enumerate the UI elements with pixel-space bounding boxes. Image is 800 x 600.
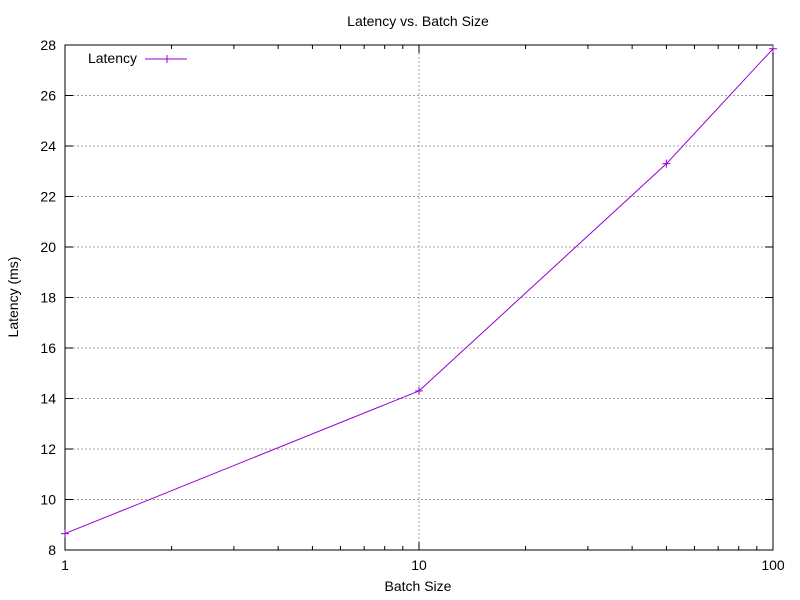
y-tick-label-12: 12 [40, 441, 56, 457]
x-tick-label-1: 1 [61, 557, 69, 573]
legend-label-latency: Latency [88, 50, 137, 66]
x-tick-label-10: 10 [411, 557, 427, 573]
data-point-0-3 [769, 44, 777, 53]
legend: Latency [88, 50, 187, 66]
data-point-0-1 [415, 386, 423, 395]
y-tick-label-26: 26 [40, 88, 56, 104]
y-tick-label-18: 18 [40, 290, 56, 306]
y-axis-label: Latency (ms) [5, 257, 21, 338]
series-layer [61, 44, 777, 538]
tick-marks: 8 10 12 14 16 18 20 22 24 26 28 1 10 100 [40, 37, 784, 573]
legend-marker-latency [163, 55, 171, 63]
y-tick-label-8: 8 [48, 542, 56, 558]
y-tick-label-14: 14 [40, 391, 56, 407]
y-tick-label-20: 20 [40, 239, 56, 255]
y-tick-label-28: 28 [40, 37, 56, 53]
x-axis-label: Batch Size [385, 578, 452, 594]
data-point-0-0 [61, 529, 69, 538]
chart-title: Latency vs. Batch Size [347, 13, 489, 29]
series-line-0 [64, 48, 774, 535]
y-tick-label-24: 24 [40, 138, 56, 154]
data-point-0-2 [662, 159, 671, 168]
y-tick-label-10: 10 [40, 492, 56, 508]
grid-lines [65, 45, 773, 550]
x-tick-label-100: 100 [761, 557, 785, 573]
y-tick-label-22: 22 [40, 189, 56, 205]
y-tick-label-16: 16 [40, 340, 56, 356]
